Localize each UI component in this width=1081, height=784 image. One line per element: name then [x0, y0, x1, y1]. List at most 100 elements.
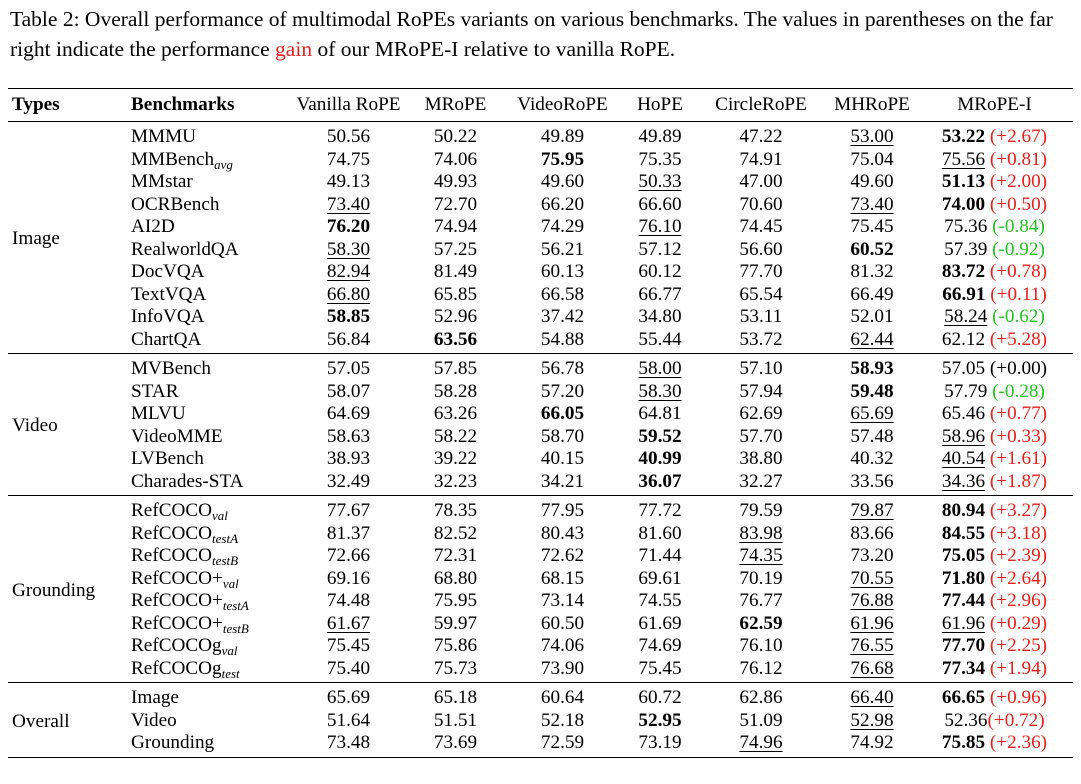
score-value: 39.22	[433, 448, 478, 469]
table-row: Overall Image 65.69 65.18 60.64 60.72 62.86 66.…	[8, 683, 1073, 732]
value-cell: 33.56	[828, 471, 916, 496]
score-value: 73.20	[850, 545, 894, 566]
score-value: 64.69	[326, 403, 371, 424]
value-cell: 83.66	[828, 523, 916, 546]
score-value: 76.10	[638, 216, 682, 237]
value-cell: 79.59	[694, 496, 828, 523]
value-cell: 66.91 (+0.11)	[916, 284, 1073, 307]
value-cell: 64.69	[285, 403, 412, 426]
score-value: 75.05	[941, 545, 986, 566]
value-cell: 73.14	[499, 590, 626, 613]
score-value: 70.19	[739, 567, 783, 589]
value-cell: 74.94	[412, 216, 499, 239]
score-value: 74.35	[739, 545, 783, 566]
value-cell: 75.95	[412, 590, 499, 613]
score-value: 74.29	[540, 216, 585, 237]
score-value: 57.12	[638, 238, 682, 260]
value-cell: 59.97	[412, 613, 499, 636]
score-value: 70.60	[739, 193, 783, 215]
value-cell: 75.36 (-0.84)	[916, 216, 1073, 239]
score-value: 73.90	[540, 657, 585, 679]
score-value: 77.95	[540, 500, 585, 521]
benchmark-subscript: val	[222, 575, 239, 591]
gain-delta: (+0.50)	[989, 193, 1048, 215]
score-value: 58.24	[944, 306, 988, 327]
value-cell: 52.95	[626, 710, 694, 733]
value-cell: 58.00	[626, 354, 694, 381]
value-cell: 53.22 (+2.67)	[916, 122, 1073, 149]
score-value: 68.15	[540, 567, 585, 589]
value-cell: 32.27	[694, 471, 828, 496]
score-value: 57.85	[433, 358, 478, 379]
score-value: 49.89	[638, 126, 682, 147]
score-value: 73.14	[540, 590, 585, 611]
value-cell: 80.43	[499, 523, 626, 546]
score-value: 52.01	[850, 306, 894, 327]
benchmark-cell: MMMU	[121, 122, 285, 149]
value-cell: 49.60	[499, 171, 626, 194]
value-cell: 54.88	[499, 329, 626, 354]
table-row: VideoMME 58.63 58.22 58.70 59.52 57.70 57.48 58…	[8, 426, 1073, 449]
score-value: 51.51	[433, 709, 478, 731]
score-value: 72.31	[433, 545, 478, 566]
benchmark-cell: RefCOCOgtest	[121, 658, 285, 683]
value-cell: 58.07	[285, 381, 412, 404]
score-value: 55.44	[638, 328, 682, 350]
score-value: 40.99	[638, 448, 682, 469]
value-cell: 49.93	[412, 171, 499, 194]
benchmark-cell: RealworldQA	[121, 239, 285, 262]
score-value: 83.98	[739, 522, 783, 544]
score-value: 58.85	[326, 306, 371, 327]
value-cell: 57.79 (-0.28)	[916, 381, 1073, 404]
value-cell: 76.55	[828, 635, 916, 658]
score-value: 62.44	[850, 328, 894, 350]
value-cell: 75.04	[828, 149, 916, 172]
score-value: 75.85	[941, 732, 986, 753]
header-circlerope: CircleRoPE	[715, 94, 807, 115]
score-value: 59.52	[638, 425, 682, 447]
score-value: 32.49	[326, 470, 371, 492]
score-value: 75.35	[638, 148, 682, 170]
score-value: 60.72	[638, 687, 682, 708]
value-cell: 61.69	[626, 613, 694, 636]
score-value: 81.37	[326, 522, 371, 544]
benchmark-cell: AI2D	[121, 216, 285, 239]
table-row: Charades-STA 32.49 32.23 34.21 36.07 32.27 33.…	[8, 471, 1073, 496]
value-cell: 51.09	[694, 710, 828, 733]
group-video: Video MVBench 57.05 57.85 56.78 58.00 57.10 58.…	[8, 354, 1073, 496]
gain-delta: (+2.64)	[989, 567, 1048, 589]
table-row: RefCOCO+testA 74.48 75.95 73.14 74.55 76.77 76…	[8, 590, 1073, 613]
score-value: 69.61	[638, 567, 682, 589]
score-value: 76.55	[850, 635, 894, 656]
value-cell: 40.54 (+1.61)	[916, 448, 1073, 471]
benchmark-subscript: testA	[222, 598, 249, 613]
value-cell: 66.60	[626, 194, 694, 217]
benchmark-name: RealworldQA	[131, 238, 239, 260]
gain-delta: (+2.36)	[989, 732, 1048, 753]
header-benchmarks: Benchmarks	[131, 94, 235, 115]
score-value: 38.80	[739, 448, 783, 469]
value-cell: 76.10	[626, 216, 694, 239]
value-cell: 57.05	[285, 354, 412, 381]
score-value: 74.00	[941, 193, 986, 215]
value-cell: 51.51	[412, 710, 499, 733]
score-value: 62.59	[739, 612, 783, 634]
score-value: 74.45	[739, 216, 783, 237]
benchmark-subscript: avg	[214, 156, 233, 172]
gain-delta: (+1.61)	[989, 448, 1048, 469]
score-value: 51.64	[326, 709, 371, 731]
score-value: 53.22	[941, 126, 986, 147]
value-cell: 58.28	[412, 381, 499, 404]
value-cell: 49.60	[828, 171, 916, 194]
benchmark-cell: RefCOCO+val	[121, 568, 285, 591]
score-value: 58.63	[326, 425, 371, 447]
value-cell: 83.72 (+0.78)	[916, 261, 1073, 284]
value-cell: 62.86	[694, 683, 828, 710]
score-value: 58.07	[326, 380, 371, 402]
group-overall: Overall Image 65.69 65.18 60.64 60.72 62.86 66.…	[8, 683, 1073, 757]
gain-delta: (+2.67)	[989, 126, 1048, 147]
score-value: 71.80	[941, 567, 986, 589]
value-cell: 39.22	[412, 448, 499, 471]
score-value: 59.97	[433, 612, 478, 634]
score-value: 56.60	[739, 238, 783, 260]
